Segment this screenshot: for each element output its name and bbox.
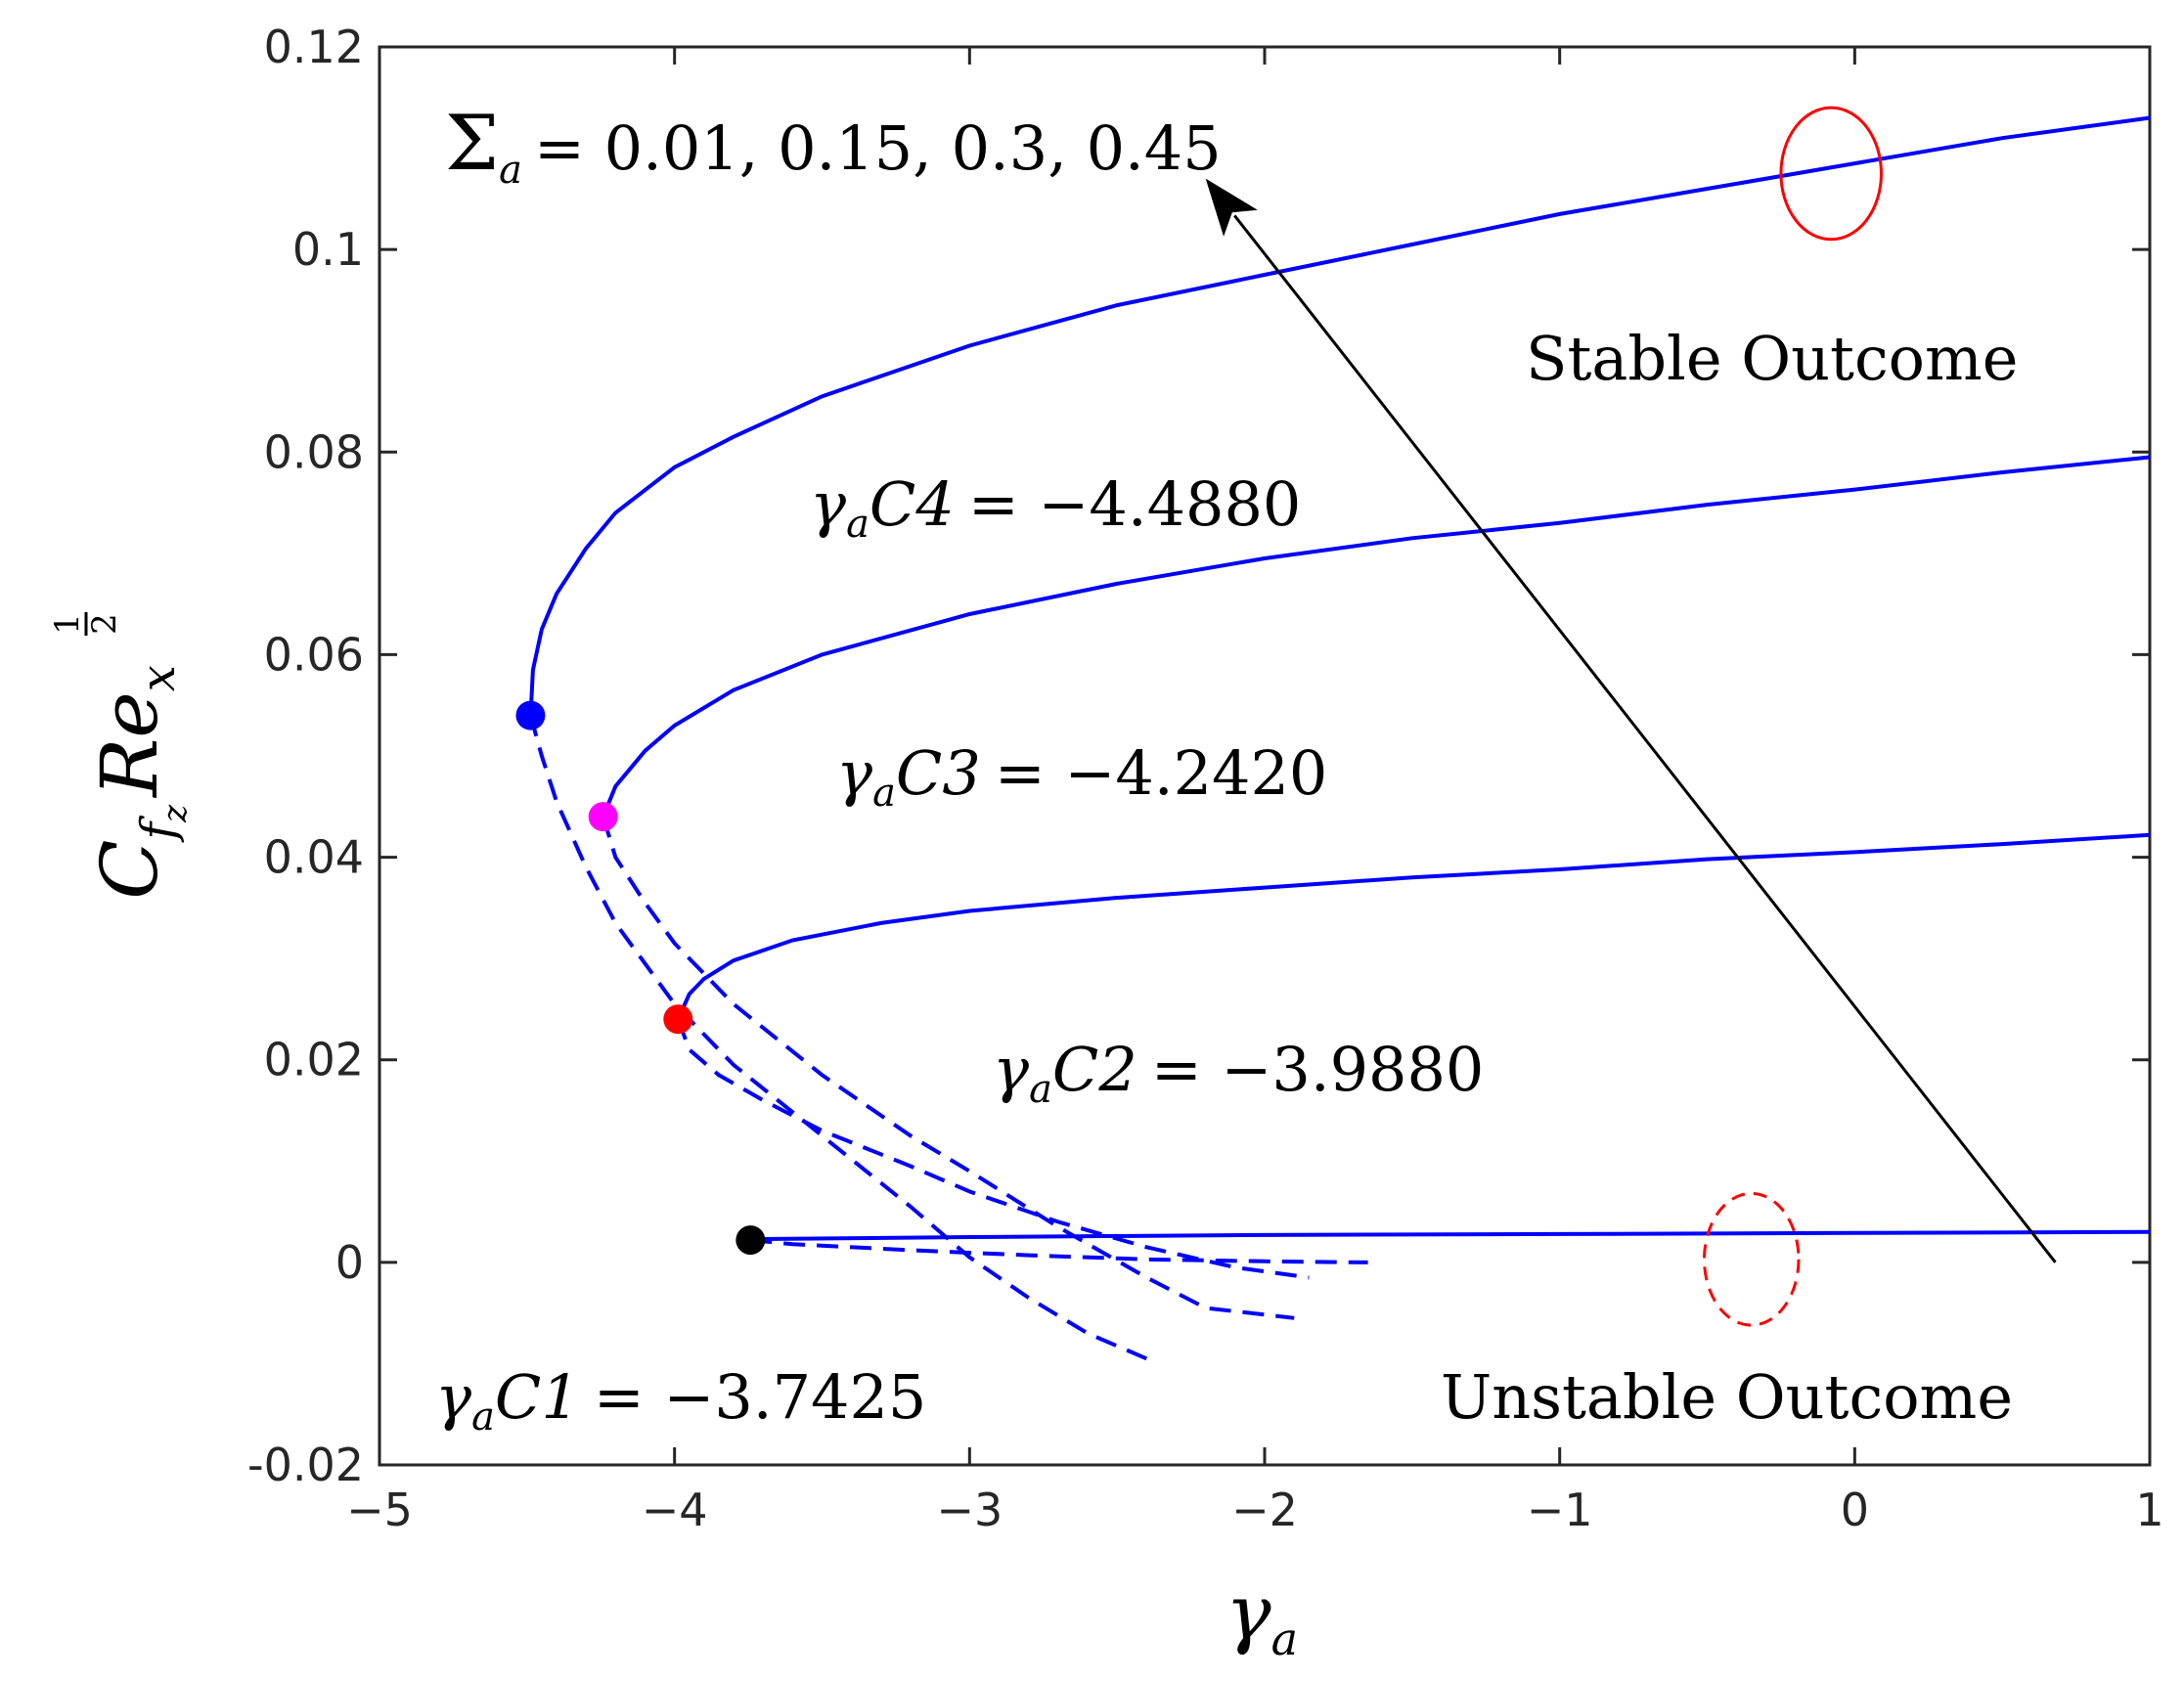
c3-annotation: γaC3 = −4.2420 — [836, 737, 1327, 816]
stable-branch-1 — [601, 455, 2151, 818]
c2-name: C2 — [1052, 1034, 1137, 1105]
arrow-layer — [1205, 178, 2057, 1263]
ellipse-layer — [1702, 106, 1883, 1327]
x-tick-label: −1 — [1527, 1484, 1593, 1536]
y-tick-label: 0.06 — [264, 628, 364, 681]
svg-text:CfzRex: CfzRex — [84, 665, 195, 900]
unstable-branch-2 — [676, 1018, 1310, 1280]
axis-ticks: −5 −4 −3 −2 −1 0 1 -0.02 0 0.02 0.04 0.06 0.08 0.1 0.1… — [247, 21, 2164, 1536]
sigma-symbol: Σ — [445, 100, 499, 188]
c1-name: C1 — [495, 1361, 580, 1433]
y-tick-label: 0.04 — [264, 831, 364, 884]
c3-value: = −4.2420 — [995, 737, 1328, 809]
stable-ellipse — [1779, 106, 1883, 242]
c2-annotation: γaC2 = −3.9880 — [993, 1034, 1484, 1112]
critical-point-1 — [588, 802, 618, 832]
y-axis-label: CfzRex 1 2 — [48, 612, 195, 900]
y-tick-label: 0 — [335, 1236, 364, 1289]
direction-arrow-head — [1205, 178, 1258, 237]
x-tick-label: 1 — [2135, 1484, 2163, 1536]
y-tick-label: 0.08 — [264, 425, 364, 478]
c1-annotation: γaC1 = −3.7425 — [435, 1361, 926, 1439]
sigma-values: = 0.01, 0.15, 0.3, 0.45 — [534, 112, 1222, 184]
c4-sub: a — [846, 502, 869, 547]
c3-sub: a — [872, 771, 896, 816]
c4-value: = −4.4880 — [968, 468, 1302, 540]
stable-branch-2 — [676, 832, 2151, 1021]
critical-point-3 — [735, 1225, 766, 1256]
critical-point-2 — [663, 1004, 693, 1035]
unstable-branch-1 — [601, 816, 1295, 1320]
stable-outcome-label: Stable Outcome — [1526, 323, 2018, 394]
y-label-c: C — [84, 840, 175, 900]
c3-name: C3 — [896, 737, 981, 809]
x-tick-label: −3 — [936, 1484, 1003, 1536]
unstable-outcome-label: Unstable Outcome — [1441, 1361, 2013, 1433]
stable-branch-0 — [528, 115, 2151, 716]
c2-value: = −3.9880 — [1151, 1034, 1485, 1105]
y-label-exp-den: 2 — [85, 613, 124, 635]
x-tick-label: 0 — [1841, 1484, 1869, 1536]
sigma-annotation: Σa = 0.01, 0.15, 0.3, 0.45 — [445, 100, 1222, 193]
c4-name: C4 — [869, 468, 955, 540]
c2-gamma: γ — [993, 1034, 1030, 1105]
x-label-sub: a — [1271, 1613, 1298, 1665]
c1-gamma: γ — [435, 1361, 472, 1433]
critical-point-0 — [515, 700, 546, 731]
c4-gamma: γ — [810, 468, 847, 540]
c2-sub: a — [1029, 1067, 1052, 1112]
y-label-exp-num: 1 — [48, 613, 87, 635]
x-label-gamma: γ — [1226, 1570, 1271, 1658]
c1-sub: a — [471, 1395, 495, 1439]
x-tick-label: −5 — [346, 1484, 413, 1536]
y-tick-label: 0.12 — [264, 21, 364, 73]
y-tick-label: 0.02 — [264, 1034, 364, 1086]
unstable-branch-3 — [750, 1238, 1368, 1264]
y-label-z: z — [156, 804, 195, 823]
x-tick-label: −2 — [1231, 1484, 1298, 1536]
c4-annotation: γaC4 = −4.4880 — [810, 468, 1301, 547]
c1-value: = −3.7425 — [594, 1361, 927, 1433]
critical-points — [515, 700, 766, 1256]
c3-gamma: γ — [836, 737, 873, 809]
unstable-branch-0 — [528, 715, 1148, 1361]
y-tick-label: -0.02 — [247, 1439, 364, 1491]
x-tick-label: −4 — [642, 1484, 708, 1536]
unstable-ellipse — [1702, 1191, 1801, 1327]
y-label-re: Re — [84, 691, 175, 799]
y-label-x: x — [131, 665, 186, 691]
x-axis-label: γa — [1226, 1570, 1298, 1665]
y-tick-label: 0.1 — [292, 223, 364, 276]
sigma-subscript: a — [499, 148, 522, 193]
direction-arrow-shaft — [1233, 214, 2057, 1263]
plot-area — [378, 45, 2152, 1467]
